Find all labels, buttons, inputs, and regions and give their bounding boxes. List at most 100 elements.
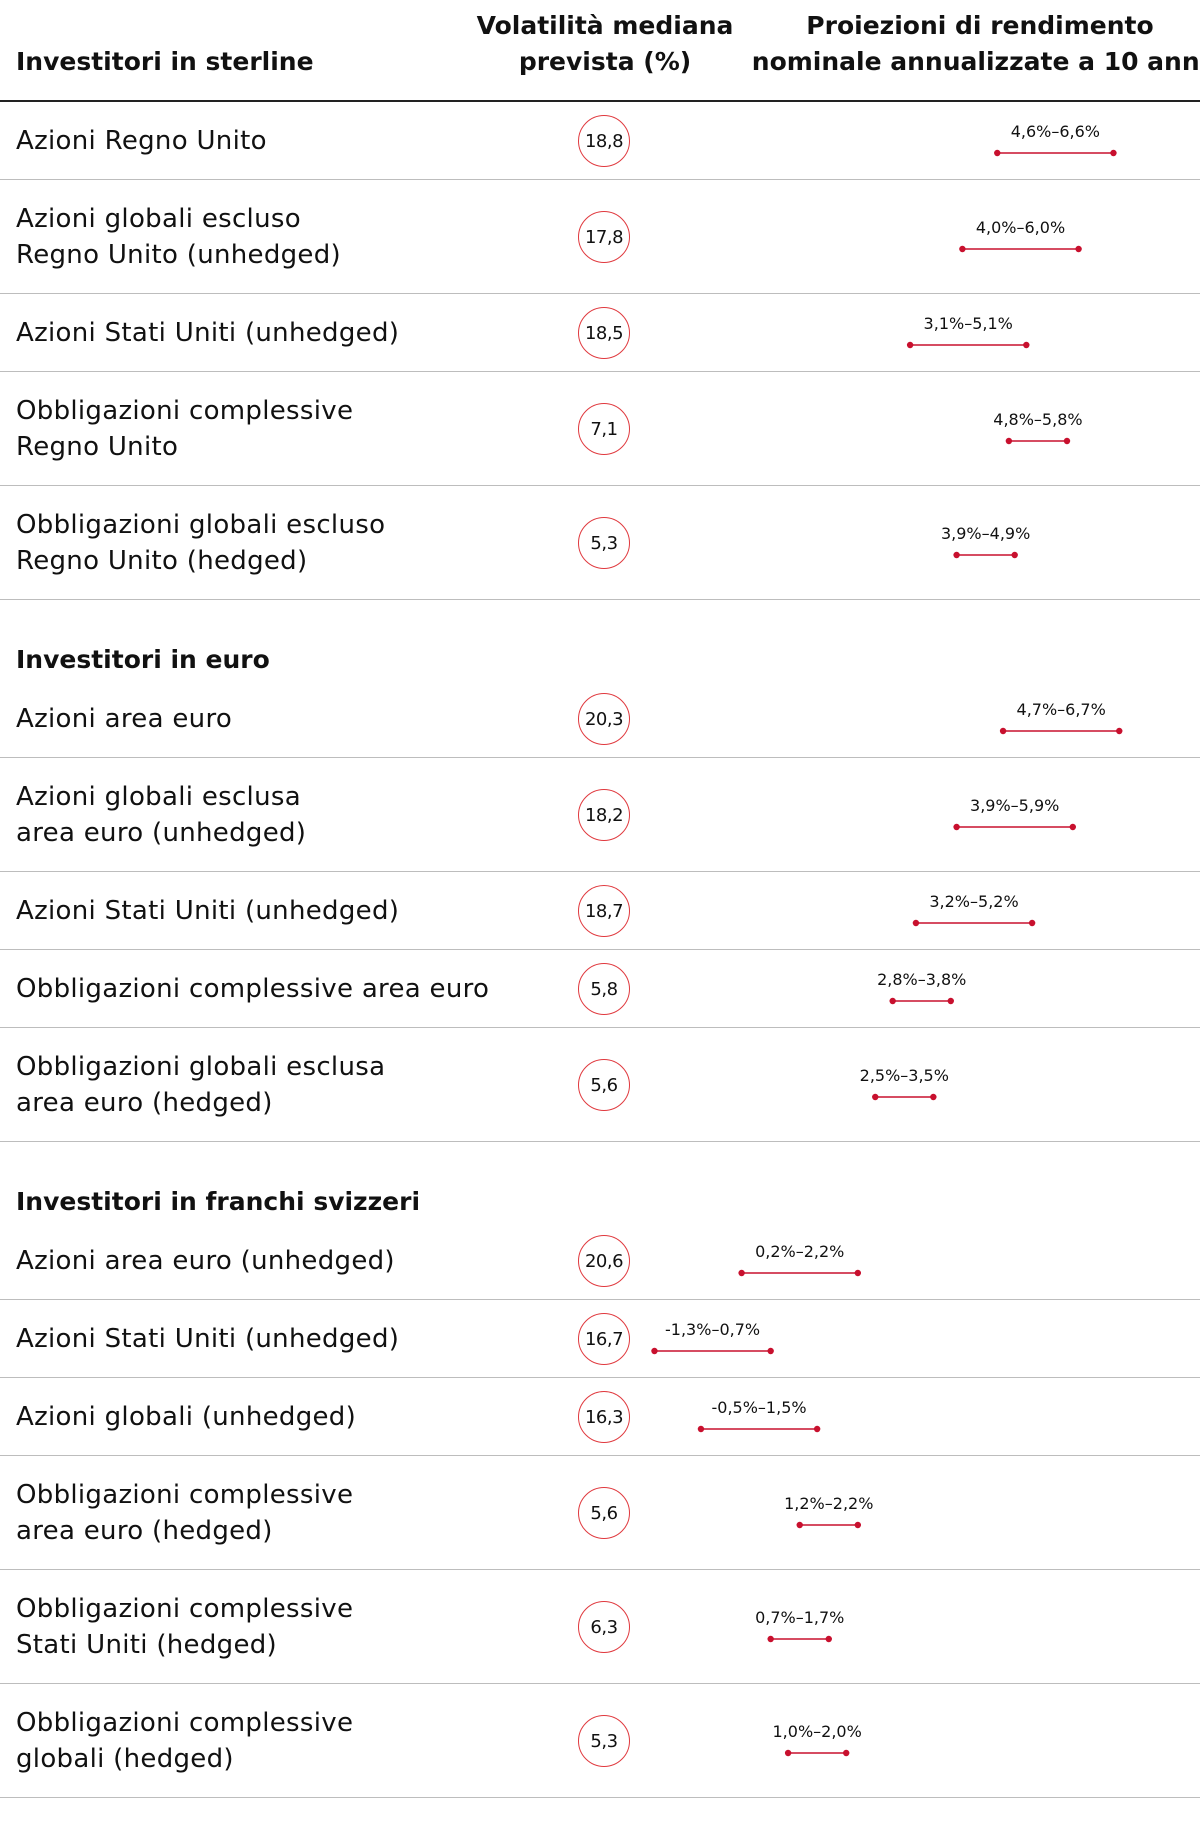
volatility-badge: 7,1	[578, 403, 630, 455]
header-group: Investitori in sterline	[16, 47, 314, 76]
row-name-line: Obbligazioni complessive	[16, 1707, 354, 1738]
volatility-badge: 18,7	[578, 885, 630, 937]
row-name-line: Azioni Stati Uniti (unhedged)	[16, 317, 400, 348]
row-name-line: Azioni globali esclusa	[16, 781, 301, 812]
range-low	[796, 1521, 803, 1529]
range-label: 1,0%–2,0%	[773, 1722, 862, 1741]
row-name-line: Azioni area euro	[16, 703, 233, 734]
table-row: Azioni globali esclusa area euro (unhedge…	[0, 758, 1200, 872]
range-low	[872, 1093, 879, 1101]
row-name: Obbligazioni globali escluso Regno Unito …	[16, 486, 385, 599]
range-label: 2,8%–3,8%	[877, 970, 966, 989]
volatility-badge: 20,6	[578, 1235, 630, 1287]
range-chart: 0,2%–2,2%	[738, 1242, 862, 1277]
row-name: Azioni globali esclusa area euro (unhedge…	[16, 758, 306, 871]
range-chart: -1,3%–0,7%	[651, 1320, 774, 1355]
row-name-line: Obbligazioni complessive	[16, 1593, 354, 1624]
row-name: Azioni globali (unhedged)	[16, 1378, 356, 1455]
volatility-badge: 5,3	[578, 517, 630, 569]
table-row: Azioni Stati Uniti (unhedged) 18,7 3,2%–5,…	[0, 872, 1200, 950]
range-high	[1063, 437, 1071, 445]
row-name: Azioni area euro (unhedged)	[16, 1222, 395, 1299]
range-high	[1011, 551, 1018, 559]
volatility-badge: 20,3	[578, 693, 630, 745]
header: Investitori in sterline Volatilità media…	[0, 0, 1200, 102]
range-low	[999, 727, 1007, 735]
range-low	[697, 1425, 705, 1433]
row-name: Azioni Stati Uniti (unhedged)	[16, 294, 399, 371]
row-name: Obbligazioni complessive area euro	[16, 950, 489, 1027]
row-name: Obbligazioni complessive Stati Uniti (hed…	[16, 1570, 353, 1683]
volatility-badge: 5,6	[578, 1059, 630, 1111]
range-chart: 4,0%–6,0%	[959, 218, 1082, 253]
row-name-line: Obbligazioni globali esclusa	[16, 1051, 386, 1082]
range-label: 4,7%–6,7%	[1017, 700, 1106, 719]
range-high	[843, 1749, 850, 1757]
group-title: Investitori in euro	[16, 645, 270, 674]
range-high	[947, 997, 954, 1005]
table-row: Obbligazioni complessive Regno Unito 7,1 4,…	[0, 372, 1200, 486]
table-row: Obbligazioni complessive area euro (hedge…	[0, 1456, 1200, 1570]
row-name-line: area euro (hedged)	[16, 1087, 273, 1118]
range-high	[767, 1347, 774, 1355]
range-label: 2,5%–3,5%	[860, 1066, 949, 1085]
row-name: Obbligazioni complessive globali (hedged)	[16, 1684, 353, 1797]
table-row: Obbligazioni globali esclusa area euro (h…	[0, 1028, 1200, 1142]
header-returns: Proiezioni di rendimento nominale annual…	[752, 8, 1200, 80]
row-name: Azioni Stati Uniti (unhedged)	[16, 1300, 399, 1377]
row-name-line: Stati Uniti (hedged)	[16, 1629, 277, 1660]
table-row: Obbligazioni complessive globali (hedged)…	[0, 1684, 1200, 1798]
range-chart: 3,2%–5,2%	[912, 892, 1036, 927]
range-label: 4,6%–6,6%	[1011, 122, 1100, 141]
range-chart: 2,8%–3,8%	[877, 970, 966, 1005]
row-name-line: Obbligazioni complessive area euro	[16, 973, 490, 1004]
range-label: 0,7%–1,7%	[755, 1608, 844, 1627]
range-label: -1,3%–0,7%	[665, 1320, 760, 1339]
volatility-badge: 18,5	[578, 307, 630, 359]
group-title: Investitori in franchi svizzeri	[16, 1187, 421, 1216]
range-chart: 1,2%–2,2%	[784, 1494, 873, 1529]
range-chart: -0,5%–1,5%	[697, 1398, 821, 1433]
group-title-row: Investitori in franchi svizzeri	[0, 1142, 1200, 1222]
volatility-badge: 6,3	[578, 1601, 630, 1653]
range-chart: 3,9%–5,9%	[953, 796, 1076, 831]
range-label: -0,5%–1,5%	[712, 1398, 807, 1417]
volatility-badge: 5,3	[578, 1715, 630, 1767]
table-body: Azioni Regno Unito 18,8 4,6%–6,6% Azioni gl…	[0, 102, 1200, 1798]
row-name-line: Azioni area euro (unhedged)	[16, 1245, 395, 1276]
range-label: 3,9%–4,9%	[941, 524, 1030, 543]
row-name: Obbligazioni globali esclusa area euro (h…	[16, 1028, 385, 1141]
volatility-badge: 18,2	[578, 789, 630, 841]
table-row: Azioni Stati Uniti (unhedged) 16,7 -1,3%–0…	[0, 1300, 1200, 1378]
row-name: Azioni Stati Uniti (unhedged)	[16, 872, 399, 949]
range-high	[813, 1425, 821, 1433]
range-label: 4,8%–5,8%	[993, 410, 1082, 429]
range-chart: 3,9%–4,9%	[941, 524, 1030, 559]
row-name-line: Obbligazioni globali escluso	[16, 509, 386, 540]
row-name-line: Obbligazioni complessive	[16, 395, 354, 426]
range-low	[784, 1749, 792, 1757]
range-low	[889, 997, 896, 1005]
range-high	[1075, 245, 1082, 253]
table-row: Azioni Regno Unito 18,8 4,6%–6,6%	[0, 102, 1200, 180]
range-low	[651, 1347, 658, 1355]
row-name: Obbligazioni complessive Regno Unito	[16, 372, 353, 485]
range-label: 1,2%–2,2%	[784, 1494, 873, 1513]
range-low	[906, 341, 914, 349]
range-low	[767, 1635, 774, 1643]
row-name-line: Azioni globali (unhedged)	[16, 1401, 357, 1432]
volatility-badge: 18,8	[578, 115, 630, 167]
header-line: prevista (%)	[518, 47, 692, 76]
range-label: 3,9%–5,9%	[970, 796, 1059, 815]
range-high	[930, 1093, 937, 1101]
range-high	[825, 1635, 832, 1643]
table-row: Azioni area euro 20,3 4,7%–6,7%	[0, 680, 1200, 758]
row-name-line: Azioni Regno Unito	[16, 125, 267, 156]
row-name-line: Azioni globali escluso	[16, 203, 301, 234]
table-row: Obbligazioni complessive area euro 5,8 2,8…	[0, 950, 1200, 1028]
table-row: Azioni area euro (unhedged) 20,6 0,2%–2,2%	[0, 1222, 1200, 1300]
row-name-line: Obbligazioni complessive	[16, 1479, 354, 1510]
range-high	[1023, 341, 1030, 349]
table-row: Azioni Stati Uniti (unhedged) 18,5 3,1%–5,…	[0, 294, 1200, 372]
